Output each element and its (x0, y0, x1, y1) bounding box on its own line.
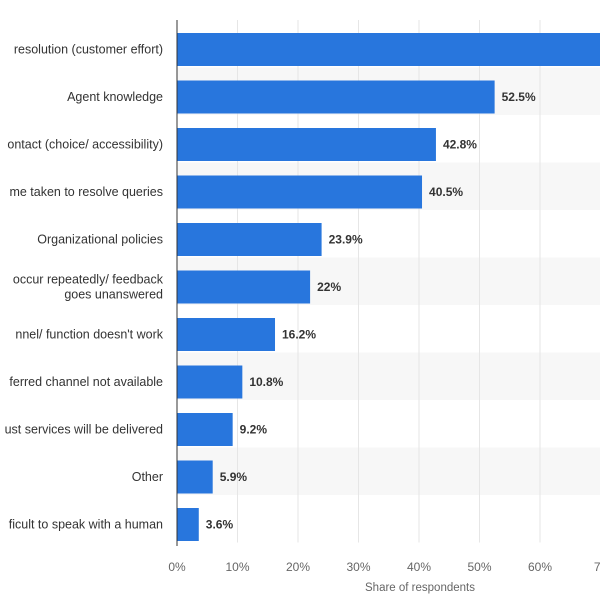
x-tick-label: 40% (407, 560, 431, 574)
x-tick-label: 0% (168, 560, 186, 574)
category-label: Organizational policies (37, 233, 163, 247)
row-stripe (177, 447, 600, 495)
bars (177, 33, 600, 541)
x-tick-label: 60% (528, 560, 552, 574)
row-stripe (177, 352, 600, 400)
x-tick-label: 30% (346, 560, 370, 574)
bar (177, 33, 600, 66)
value-label: 42.8% (443, 138, 477, 152)
bar (177, 365, 243, 399)
category-label: nnel/ function doesn't work (15, 328, 163, 342)
bar (177, 128, 436, 161)
category-label: goes unanswered (64, 288, 163, 302)
x-tick-label: 20% (286, 560, 310, 574)
category-label: resolution (customer effort) (14, 43, 163, 57)
category-labels: resolution (customer effort) Agent knowle… (5, 43, 164, 532)
x-tick-label: 70 (594, 560, 600, 574)
category-label: me taken to resolve queries (9, 185, 163, 199)
value-labels: 52.5% 42.8% 40.5% 23.9% 22% 16.2% 10.8% 9.2% 5.9… (206, 90, 536, 532)
x-tick-label: 10% (225, 560, 249, 574)
value-label: 23.9% (329, 233, 363, 247)
bar (177, 80, 495, 114)
category-label: ferred channel not available (9, 375, 163, 389)
value-label: 9.2% (240, 423, 268, 437)
bar (177, 270, 311, 304)
x-axis-title: Share of respondents (365, 582, 475, 594)
value-label: 22% (317, 280, 341, 294)
bar (177, 413, 233, 446)
bar (177, 318, 276, 351)
value-label: 10.8% (249, 375, 283, 389)
category-label: ust services will be delivered (5, 423, 163, 437)
value-label: 52.5% (502, 90, 536, 104)
bar (177, 460, 213, 494)
category-label: Agent knowledge (67, 90, 163, 104)
value-label: 3.6% (206, 518, 234, 532)
x-tick-labels: 0% 10% 20% 30% 40% 50% 60% 70 (168, 560, 600, 574)
value-label: 5.9% (220, 470, 248, 484)
category-label: ontact (choice/ accessibility) (7, 138, 163, 152)
bar (177, 175, 423, 209)
category-label: ficult to speak with a human (9, 518, 163, 532)
bar (177, 223, 322, 256)
value-label: 40.5% (429, 185, 463, 199)
x-tick-label: 50% (467, 560, 491, 574)
value-label: 16.2% (282, 328, 316, 342)
category-label: occur repeatedly/ feedback (13, 273, 164, 287)
bar (177, 508, 199, 541)
category-label: Other (132, 470, 163, 484)
